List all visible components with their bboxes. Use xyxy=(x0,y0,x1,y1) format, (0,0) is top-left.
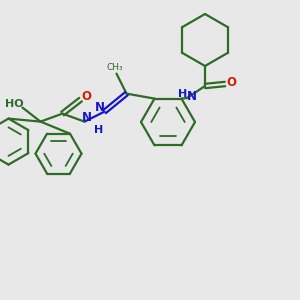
Text: N: N xyxy=(187,89,197,103)
Text: HO: HO xyxy=(5,99,24,109)
Text: H: H xyxy=(94,124,103,135)
Text: O: O xyxy=(82,90,92,103)
Text: CH₃: CH₃ xyxy=(106,63,123,72)
Text: O: O xyxy=(226,76,236,88)
Text: N: N xyxy=(82,111,92,124)
Text: H: H xyxy=(178,89,188,99)
Text: N: N xyxy=(94,101,104,114)
